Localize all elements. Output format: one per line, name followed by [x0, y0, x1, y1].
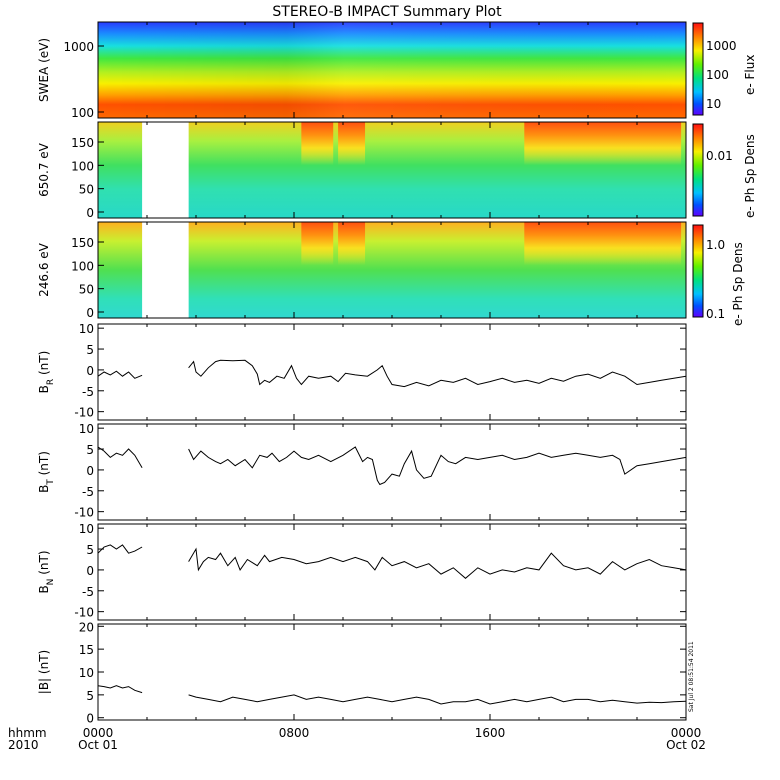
ytick-swea-0: 1000 — [63, 40, 94, 54]
series-bn-0 — [97, 544, 143, 554]
ytick-bmag-3: 5 — [86, 689, 94, 703]
pad650-colorbar — [692, 123, 704, 217]
xtick-0: 0000 — [83, 726, 114, 740]
series-bmag-0 — [97, 685, 143, 694]
plot-timestamp: Sat Jul 2 08:51:54 2011 — [688, 641, 695, 712]
pad-band-1 — [338, 222, 366, 266]
xtick-3: 0000 — [671, 726, 702, 740]
ytick-pad_246-3: 0 — [86, 306, 94, 320]
ylabel-pad_246: 246.6 eV — [37, 242, 51, 297]
ytick-br-1: 5 — [86, 343, 94, 357]
ytick-br-4: -10 — [74, 406, 94, 420]
ytick-bt-4: -10 — [74, 506, 94, 520]
pad-data-gap-0 — [142, 222, 189, 318]
ytick-bt-1: 5 — [86, 443, 94, 457]
ytick-bn-4: -10 — [74, 606, 94, 620]
ytick-bmag-2: 10 — [79, 666, 94, 680]
ytick-bn-0: 10 — [79, 522, 94, 536]
pad246-cbar-label: e- Ph Sp Dens — [731, 242, 745, 326]
series-bt-0 — [97, 446, 143, 469]
pad-band-2 — [524, 222, 682, 266]
pad-246-spectrogram — [98, 222, 686, 318]
pad650-cbar-tick-001: 0.01 — [706, 149, 733, 163]
ytick-bn-3: -5 — [82, 585, 94, 599]
ytick-bt-3: -5 — [82, 485, 94, 499]
x-axis-label-line2: 2010 — [8, 738, 39, 752]
xtick-date-0: Oct 01 — [78, 738, 118, 752]
swea-colorbar — [692, 22, 704, 116]
swea-spectrogram — [98, 22, 686, 118]
ytick-br-0: 10 — [79, 322, 94, 336]
panel-frame-bn — [97, 523, 687, 621]
ytick-bn-2: 0 — [86, 564, 94, 578]
ylabel-swea: SWEA (eV) — [37, 38, 51, 102]
ytick-br-3: -5 — [82, 385, 94, 399]
ytick-pad_650-2: 50 — [79, 183, 94, 197]
series-br-1 — [188, 359, 687, 388]
ytick-bmag-1: 15 — [79, 643, 94, 657]
swea-cbar-tick-1000: 1000 — [706, 39, 737, 53]
xtick-1: 0800 — [279, 726, 310, 740]
ytick-bt-2: 0 — [86, 464, 94, 478]
ytick-pad_246-2: 50 — [79, 283, 94, 297]
ytick-pad_246-0: 150 — [71, 236, 94, 250]
xtick-date-3: Oct 02 — [666, 738, 706, 752]
pad-band-1 — [338, 122, 366, 166]
ytick-bmag-4: 0 — [86, 712, 94, 726]
ylabel-bt: BT (nT) — [37, 451, 56, 493]
ytick-bn-1: 5 — [86, 543, 94, 557]
pad-band-2 — [524, 122, 682, 166]
ytick-pad_650-3: 0 — [86, 206, 94, 220]
x-axis-label-line1: hhmm — [8, 726, 47, 740]
ytick-swea-1: 100 — [71, 106, 94, 120]
ytick-bt-0: 10 — [79, 422, 94, 436]
swea-cbar-label: e- Flux — [743, 55, 757, 95]
pad-data-gap-0 — [142, 122, 189, 218]
swea-cbar-tick-100: 100 — [706, 68, 729, 82]
pad246-colorbar — [692, 224, 704, 318]
ytick-pad_650-0: 150 — [71, 136, 94, 150]
pad246-cbar-tick-1: 1.0 — [706, 238, 725, 252]
ytick-bmag-0: 20 — [79, 620, 94, 634]
series-bmag-1 — [188, 694, 687, 705]
ylabel-pad_650: 650.7 eV — [37, 142, 51, 197]
ylabel-bn: BN (nT) — [37, 550, 56, 593]
pad246-cbar-tick-01: 0.1 — [706, 307, 725, 321]
panel-frame-bt — [97, 423, 687, 521]
ytick-pad_246-1: 100 — [71, 259, 94, 273]
series-bt-1 — [188, 446, 687, 486]
ylabel-bmag: |B| (nT) — [37, 650, 51, 694]
pad-650-spectrogram — [98, 122, 686, 218]
swea-cbar-tick-10: 10 — [706, 97, 721, 111]
xtick-2: 1600 — [475, 726, 506, 740]
panel-frame-bmag — [97, 623, 687, 721]
series-br-0 — [97, 370, 143, 379]
ytick-br-2: 0 — [86, 364, 94, 378]
pad-band-0 — [301, 222, 334, 266]
pad650-cbar-label: e- Ph Sp Dens — [743, 134, 757, 218]
series-bn-1 — [188, 547, 687, 579]
ylabel-br: BR (nT) — [37, 351, 56, 394]
panel-frame-br — [97, 323, 687, 421]
pad-band-0 — [301, 122, 334, 166]
chart-title: STEREO-B IMPACT Summary Plot — [272, 4, 502, 20]
ytick-pad_650-1: 100 — [71, 159, 94, 173]
